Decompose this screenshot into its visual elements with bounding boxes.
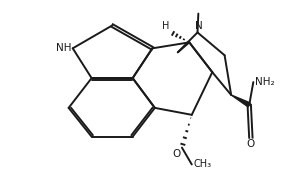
Text: N: N bbox=[195, 21, 203, 31]
Text: CH₃: CH₃ bbox=[193, 160, 211, 169]
Text: NH₂: NH₂ bbox=[255, 77, 274, 87]
Text: O: O bbox=[247, 139, 255, 149]
Polygon shape bbox=[231, 95, 250, 107]
Text: NH: NH bbox=[56, 43, 71, 53]
Text: O: O bbox=[172, 149, 180, 159]
Text: H: H bbox=[162, 21, 170, 31]
